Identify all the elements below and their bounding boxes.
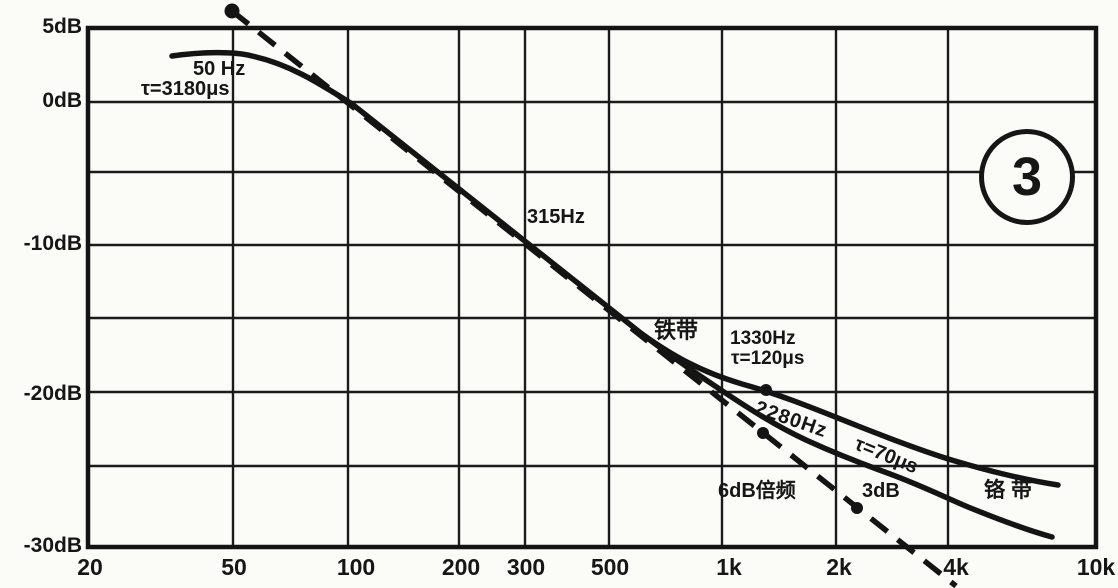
x-axis-tick-20: 20 xyxy=(77,554,103,580)
x-axis-tick-500: 500 xyxy=(590,554,630,580)
y-axis-tick-m30db: -30dB xyxy=(23,534,82,557)
dot-1330hz-curve xyxy=(760,384,772,396)
x-axis-tick-50: 50 xyxy=(221,554,247,580)
label-chrome-tape: 铬带 xyxy=(984,479,1038,502)
iron-tape-curve xyxy=(169,49,1061,488)
y-axis-tick-m10db: -10dB xyxy=(23,232,82,255)
x-axis-tick-10k: 10k xyxy=(1076,554,1116,580)
dot-2280hz-dashed xyxy=(851,502,863,514)
label-tau-3180: τ=3180μs xyxy=(141,78,230,100)
label-3db-gap: 3dB xyxy=(862,480,900,502)
figure-number-badge: 3 xyxy=(979,129,1075,225)
label-iron-tape: 铁带 xyxy=(654,318,699,343)
y-axis-tick-0db: 0dB xyxy=(42,89,82,112)
x-axis-tick-100: 100 xyxy=(336,554,376,580)
x-axis-tick-2k: 2k xyxy=(826,554,852,580)
label-315hz: 315Hz xyxy=(527,206,585,228)
figure-number: 3 xyxy=(1011,147,1043,207)
label-1330hz: 1330Hz xyxy=(730,328,796,349)
x-axis-tick-300: 300 xyxy=(506,554,546,580)
plot-border xyxy=(85,25,1099,550)
x-axis-tick-4k: 4k xyxy=(943,554,969,580)
x-axis-tick-1k: 1k xyxy=(716,554,742,580)
dot-50hz xyxy=(224,3,240,19)
chrome-tape-curve xyxy=(639,331,1055,540)
grid-lines xyxy=(86,26,1098,549)
label-tau-120: τ=120μs xyxy=(731,348,805,369)
y-axis-tick-m20db: -20dB xyxy=(23,382,82,405)
label-50hz-corner: 50 Hz xyxy=(193,58,246,80)
y-axis-tick-5db: 5dB xyxy=(42,15,82,38)
marker-dots xyxy=(224,3,863,514)
dot-1330hz-dashed xyxy=(757,427,769,439)
label-6db-per-octave: 6dB倍频 xyxy=(718,480,796,502)
x-axis-tick-200: 200 xyxy=(441,554,481,580)
